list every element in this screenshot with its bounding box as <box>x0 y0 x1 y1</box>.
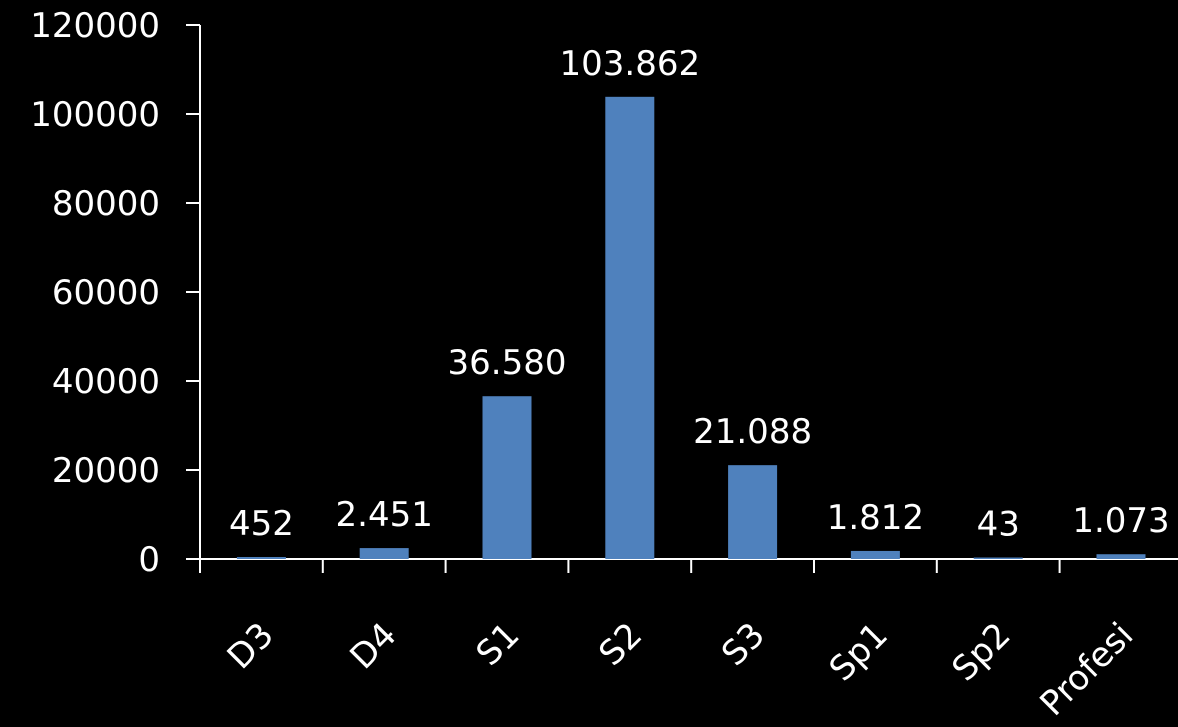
y-tick-label: 60000 <box>52 273 160 313</box>
bar-sp1 <box>850 550 900 559</box>
y-tick-label: 20000 <box>52 451 160 491</box>
category-labels: D3 D4 S1 S2 S3 Sp1 Sp2 Profesi <box>220 615 1142 724</box>
x-axis <box>199 558 1178 573</box>
category-label-sp1: Sp1 <box>822 615 896 689</box>
y-ticks: 0 20000 40000 60000 80000 100000 120000 <box>30 6 200 580</box>
category-label-s3: S3 <box>714 615 773 674</box>
y-axis: 0 20000 40000 60000 80000 100000 120000 <box>30 6 201 580</box>
data-label-s2: 103.862 <box>559 44 700 84</box>
y-tick-label: 100000 <box>30 95 160 135</box>
data-label-s1: 36.580 <box>448 343 567 383</box>
x-ticks <box>199 559 1061 573</box>
data-label-sp1: 1.812 <box>827 498 924 538</box>
data-label-sp2: 43 <box>977 505 1020 545</box>
bar-sp2 <box>973 557 1023 559</box>
bar-s2 <box>605 96 655 560</box>
data-label-d3: 452 <box>229 504 294 544</box>
category-label-s2: S2 <box>591 615 650 674</box>
data-label-d4: 2.451 <box>336 495 433 535</box>
data-labels: 452 2.451 36.580 103.862 21.088 1.812 43 1.073 <box>229 44 1170 545</box>
y-tick-label: 40000 <box>52 362 160 402</box>
data-label-profesi: 1.073 <box>1072 501 1169 541</box>
bar-d4 <box>359 548 409 559</box>
bar-s1 <box>482 396 532 559</box>
bar-profesi <box>1096 554 1146 559</box>
y-tick-label: 80000 <box>52 184 160 224</box>
category-label-d3: D3 <box>220 615 282 677</box>
bar-d3 <box>236 556 286 559</box>
data-label-s3: 21.088 <box>693 412 812 452</box>
bar-series <box>236 96 1146 560</box>
category-label-d4: D4 <box>342 615 404 677</box>
category-label-sp2: Sp2 <box>944 615 1018 689</box>
y-tick-label: 120000 <box>30 6 160 46</box>
category-label-profesi: Profesi <box>1032 615 1141 724</box>
category-label-s1: S1 <box>469 615 528 674</box>
y-tick-label: 0 <box>138 540 160 580</box>
bar-s3 <box>728 465 778 559</box>
